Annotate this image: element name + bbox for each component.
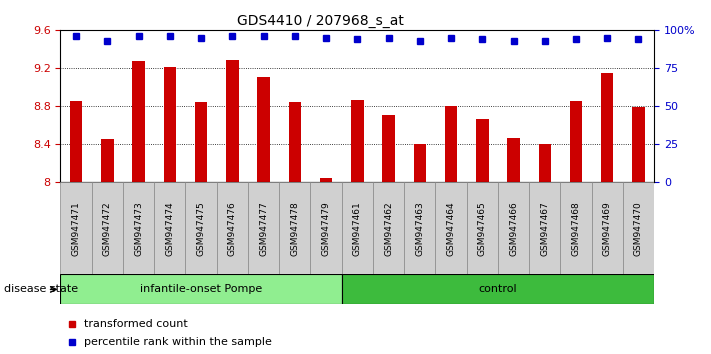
Bar — [342, 274, 654, 304]
Bar — [445, 106, 457, 182]
Bar — [60, 274, 342, 304]
Text: GSM947470: GSM947470 — [634, 201, 643, 256]
Text: infantile-onset Pompe: infantile-onset Pompe — [140, 284, 262, 295]
Text: GSM947476: GSM947476 — [228, 201, 237, 256]
Bar — [601, 73, 614, 182]
Bar — [529, 182, 560, 274]
Text: GSM947474: GSM947474 — [165, 201, 174, 256]
Text: GDS4410 / 207968_s_at: GDS4410 / 207968_s_at — [237, 14, 403, 28]
Bar — [632, 107, 645, 182]
Bar — [195, 102, 208, 182]
Bar — [164, 67, 176, 182]
Bar — [92, 182, 123, 274]
Bar — [466, 182, 498, 274]
Text: GSM947473: GSM947473 — [134, 201, 143, 256]
Bar — [248, 182, 279, 274]
Text: GSM947479: GSM947479 — [321, 201, 331, 256]
Bar — [320, 178, 332, 182]
Bar — [351, 99, 363, 182]
Bar — [154, 182, 186, 274]
Bar — [498, 182, 529, 274]
Bar — [623, 182, 654, 274]
Text: transformed count: transformed count — [84, 319, 188, 329]
Bar — [592, 182, 623, 274]
Text: percentile rank within the sample: percentile rank within the sample — [84, 337, 272, 348]
Text: GSM947472: GSM947472 — [103, 201, 112, 256]
Text: GSM947465: GSM947465 — [478, 201, 487, 256]
Text: GSM947461: GSM947461 — [353, 201, 362, 256]
Bar — [186, 182, 217, 274]
Bar — [289, 102, 301, 182]
Text: GSM947471: GSM947471 — [72, 201, 80, 256]
Bar — [60, 182, 92, 274]
Bar — [383, 115, 395, 182]
Text: GSM947477: GSM947477 — [259, 201, 268, 256]
Text: GSM947467: GSM947467 — [540, 201, 550, 256]
Text: control: control — [479, 284, 517, 295]
Bar — [70, 102, 82, 182]
Bar — [414, 144, 426, 182]
Bar — [101, 138, 114, 182]
Bar — [311, 182, 342, 274]
Text: GSM947464: GSM947464 — [447, 201, 456, 256]
Bar — [257, 77, 269, 182]
Bar — [132, 62, 145, 182]
Bar — [476, 119, 488, 182]
Bar — [507, 138, 520, 182]
Bar — [123, 182, 154, 274]
Bar — [279, 182, 311, 274]
Bar — [342, 182, 373, 274]
Bar — [435, 182, 466, 274]
Text: GSM947466: GSM947466 — [509, 201, 518, 256]
Text: GSM947478: GSM947478 — [290, 201, 299, 256]
Bar — [560, 182, 592, 274]
Text: GSM947469: GSM947469 — [603, 201, 611, 256]
Bar — [538, 144, 551, 182]
Bar — [570, 102, 582, 182]
Bar — [226, 59, 238, 182]
Text: GSM947468: GSM947468 — [572, 201, 580, 256]
Bar — [373, 182, 404, 274]
Bar — [404, 182, 435, 274]
Bar — [217, 182, 248, 274]
Text: GSM947462: GSM947462 — [384, 201, 393, 256]
Text: disease state: disease state — [4, 284, 77, 295]
Text: GSM947463: GSM947463 — [415, 201, 424, 256]
Text: GSM947475: GSM947475 — [196, 201, 205, 256]
